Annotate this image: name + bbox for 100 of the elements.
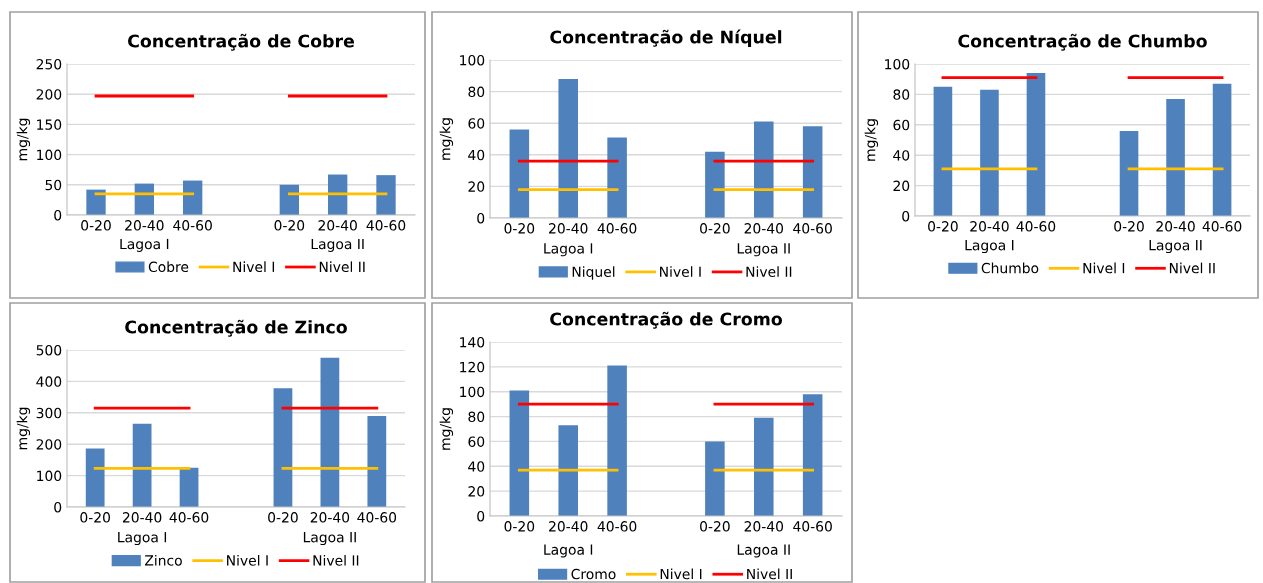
bar <box>705 151 725 218</box>
bar <box>132 423 152 507</box>
text: Lagoa I <box>544 544 593 558</box>
text: Lagoa I <box>118 532 167 546</box>
y-axis-title: mg/kg <box>439 118 454 160</box>
legend-label: Nivel II <box>313 554 359 566</box>
chart-title: Concentração de Cobre <box>128 33 354 51</box>
text: Lagoa I <box>544 243 593 257</box>
x-tick-label: 40-60 <box>357 512 397 523</box>
y-tick-label: 140 <box>460 336 485 348</box>
y-tick-label: 20 <box>468 181 485 192</box>
x-tick-label: 40-60 <box>173 220 212 231</box>
y-tick-label: 0 <box>54 209 62 221</box>
x-tick-label: 20-40 <box>744 223 784 234</box>
bar <box>1166 98 1185 216</box>
y-axis-title: mg/kg <box>864 119 879 161</box>
x-tick-label: 0-20 <box>268 512 298 523</box>
bar <box>802 394 823 516</box>
bar <box>509 129 530 218</box>
text: Lagoa II <box>311 238 364 252</box>
legend-label: Nivel I <box>660 266 701 277</box>
y-tick-label: 500 <box>36 344 62 356</box>
bar <box>273 388 293 507</box>
x-tick-label: 0-20 <box>504 223 535 234</box>
bar <box>607 365 627 516</box>
legend-label: Nivel II <box>319 261 365 273</box>
y-tick-label: 40 <box>893 150 910 161</box>
bar <box>933 86 953 216</box>
x-tick-label: 40-60 <box>366 220 406 231</box>
legend-label: Nivel II <box>1169 262 1215 274</box>
x-tick-label: 40-60 <box>597 223 637 234</box>
bar <box>320 357 340 507</box>
x-tick-label: 0-20 <box>928 221 958 232</box>
x-tick-label: 40-60 <box>793 223 832 234</box>
x-tick-label: 40-60 <box>597 521 637 532</box>
legend-label: Chumbo <box>981 262 1039 274</box>
x-tick-label: 20-40 <box>122 512 162 523</box>
y-tick-label: 100 <box>460 386 485 398</box>
x-tick-label: 0-20 <box>700 521 730 532</box>
bar <box>705 441 725 516</box>
text: Lagoa II <box>737 243 790 257</box>
bar <box>980 89 999 216</box>
y-tick-label: 20 <box>468 486 485 497</box>
y-tick-label: 60 <box>468 436 485 447</box>
y-tick-label: 400 <box>36 376 62 387</box>
chart-title: Concentração de Zinco <box>125 319 347 337</box>
bar <box>376 175 396 215</box>
text: Lagoa I <box>120 238 169 252</box>
x-tick-label: 0-20 <box>274 220 305 231</box>
y-tick-label: 80 <box>468 411 485 423</box>
y-tick-label: 80 <box>893 89 910 100</box>
bar <box>1026 73 1046 216</box>
legend-label: Cromo <box>571 568 616 580</box>
y-tick-label: 40 <box>468 149 485 161</box>
x-tick-label: 20-40 <box>125 220 164 231</box>
bar <box>558 425 578 516</box>
bar <box>607 137 627 218</box>
legend-label: Nivel I <box>233 261 275 273</box>
legend-label: Niquel <box>572 266 615 280</box>
bar <box>754 121 774 218</box>
x-tick-label: 0-20 <box>80 512 111 523</box>
bar <box>1212 83 1232 216</box>
legend-label: Cobre <box>148 261 189 273</box>
y-tick-label: 60 <box>468 118 485 129</box>
bar <box>558 78 578 218</box>
y-tick-label: 150 <box>37 119 62 130</box>
y-tick-label: 0 <box>477 212 485 224</box>
x-tick-label: 40-60 <box>169 512 209 523</box>
y-axis-title: mg/kg <box>16 407 31 450</box>
legend-label: Nivel I <box>660 568 702 580</box>
x-tick-label: 40-60 <box>1016 221 1056 232</box>
bar <box>754 417 774 516</box>
x-tick-label: 20-40 <box>549 521 588 532</box>
x-tick-label: 20-40 <box>549 223 588 234</box>
y-tick-label: 80 <box>468 86 485 98</box>
x-tick-label: 0-20 <box>504 521 535 532</box>
bar <box>509 390 530 516</box>
text: Lagoa II <box>1149 240 1202 254</box>
y-tick-label: 20 <box>893 180 910 192</box>
y-tick-label: 100 <box>37 149 62 161</box>
x-tick-label: 20-40 <box>744 521 784 532</box>
bar <box>1119 130 1139 216</box>
x-tick-label: 40-60 <box>1202 221 1242 232</box>
y-tick-label: 200 <box>36 439 62 450</box>
y-tick-label: 0 <box>54 501 62 513</box>
y-tick-label: 200 <box>36 89 62 100</box>
y-tick-label: 100 <box>460 54 485 66</box>
text: Lagoa I <box>965 240 1014 254</box>
x-tick-label: 0-20 <box>1114 221 1144 232</box>
text: Lagoa II <box>737 544 790 558</box>
bar <box>86 189 106 215</box>
x-tick-label: 20-40 <box>318 220 357 231</box>
legend-label: Nivel II <box>747 568 792 580</box>
bar <box>802 126 823 218</box>
y-tick-label: 100 <box>37 470 62 482</box>
x-tick-label: 0-20 <box>81 220 111 231</box>
chart-title: Concentração de Cromo <box>550 311 782 329</box>
chart-title: Concentração de Níquel <box>550 29 782 47</box>
bar <box>367 415 387 507</box>
x-tick-label: 20-40 <box>970 221 1009 232</box>
